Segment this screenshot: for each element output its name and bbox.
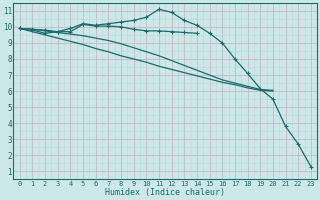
X-axis label: Humidex (Indice chaleur): Humidex (Indice chaleur) [105, 188, 225, 197]
